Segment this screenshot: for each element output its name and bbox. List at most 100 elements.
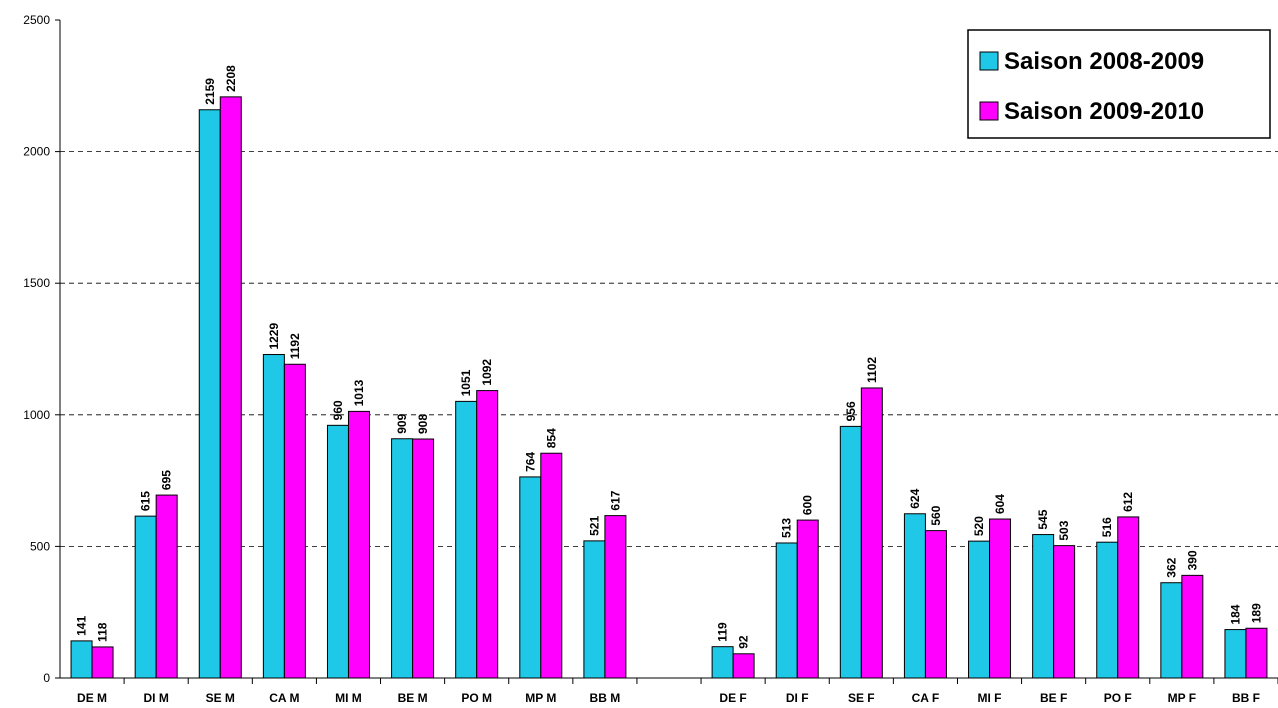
value-label: 189 bbox=[1249, 603, 1263, 623]
legend-swatch bbox=[979, 101, 999, 121]
value-label: 2208 bbox=[224, 65, 238, 92]
bar bbox=[91, 646, 114, 679]
bar bbox=[968, 540, 991, 679]
bar bbox=[476, 390, 499, 679]
value-label: 764 bbox=[523, 452, 537, 472]
value-label: 520 bbox=[972, 516, 986, 536]
bar bbox=[262, 354, 285, 679]
x-tick-label: MI M bbox=[335, 691, 362, 705]
value-label: 521 bbox=[587, 516, 601, 536]
x-tick-label: DI F bbox=[786, 691, 809, 705]
bar bbox=[70, 640, 93, 679]
bar bbox=[860, 387, 883, 679]
legend-label: Saison 2008-2009 bbox=[1004, 48, 1204, 75]
value-label: 1229 bbox=[267, 323, 281, 350]
x-tick-label: BE M bbox=[398, 691, 428, 705]
value-label: 908 bbox=[416, 414, 430, 434]
value-label: 909 bbox=[395, 413, 409, 433]
bar bbox=[924, 530, 947, 679]
legend-box bbox=[967, 29, 1271, 139]
value-label: 362 bbox=[1164, 557, 1178, 577]
value-label: 1013 bbox=[352, 379, 366, 406]
legend-label: Saison 2009-2010 bbox=[1004, 98, 1204, 125]
value-label: 118 bbox=[96, 622, 110, 642]
x-tick-label: MP F bbox=[1168, 691, 1196, 705]
value-label: 513 bbox=[780, 518, 794, 538]
bar bbox=[1117, 516, 1140, 679]
y-tick-label: 0 bbox=[43, 671, 50, 685]
bar bbox=[391, 438, 414, 679]
bar bbox=[283, 363, 306, 679]
bar bbox=[326, 424, 349, 679]
bar bbox=[839, 425, 862, 679]
y-tick-label: 2500 bbox=[23, 13, 50, 27]
x-tick-label: MP M bbox=[525, 691, 556, 705]
value-label: 624 bbox=[908, 488, 922, 508]
value-label: 119 bbox=[716, 622, 730, 642]
bar bbox=[1160, 582, 1183, 679]
bar bbox=[1096, 541, 1119, 679]
value-label: 854 bbox=[544, 428, 558, 448]
bar bbox=[155, 494, 178, 679]
value-label: 1102 bbox=[865, 357, 879, 383]
x-tick-label: SE M bbox=[206, 691, 235, 705]
bar bbox=[732, 653, 755, 679]
x-tick-label: PO F bbox=[1104, 691, 1132, 705]
x-tick-label: CA F bbox=[912, 691, 940, 705]
value-label: 2159 bbox=[203, 78, 217, 105]
x-tick-label: DE F bbox=[719, 691, 746, 705]
y-tick-label: 1500 bbox=[23, 276, 50, 290]
value-label: 184 bbox=[1228, 604, 1242, 624]
value-label: 1192 bbox=[288, 333, 302, 359]
bar bbox=[134, 515, 157, 679]
x-tick-label: DE M bbox=[77, 691, 107, 705]
bar bbox=[796, 519, 819, 679]
x-tick-label: PO M bbox=[461, 691, 492, 705]
value-label: 617 bbox=[608, 490, 622, 510]
bar bbox=[219, 96, 242, 679]
legend-swatch bbox=[979, 51, 999, 71]
value-label: 1092 bbox=[480, 359, 494, 386]
x-tick-label: SE F bbox=[848, 691, 875, 705]
bar bbox=[540, 452, 563, 679]
bar bbox=[604, 515, 627, 679]
x-tick-label: BB F bbox=[1232, 691, 1260, 705]
value-label: 516 bbox=[1100, 517, 1114, 537]
bar bbox=[347, 410, 370, 679]
bar bbox=[519, 476, 542, 679]
x-tick-label: DI M bbox=[143, 691, 168, 705]
bar bbox=[412, 438, 435, 679]
bar bbox=[1245, 627, 1268, 679]
value-label: 1051 bbox=[459, 369, 473, 396]
value-label: 960 bbox=[331, 400, 345, 420]
bar bbox=[583, 540, 606, 679]
x-tick-label: BB M bbox=[590, 691, 621, 705]
y-tick-label: 1000 bbox=[23, 408, 50, 422]
bar bbox=[903, 513, 926, 679]
value-label: 612 bbox=[1121, 492, 1135, 512]
value-label: 615 bbox=[139, 491, 153, 511]
value-label: 604 bbox=[993, 494, 1007, 514]
y-tick-label: 500 bbox=[30, 539, 50, 553]
y-tick-label: 2000 bbox=[23, 145, 50, 159]
value-label: 503 bbox=[1057, 520, 1071, 540]
bar bbox=[1224, 629, 1247, 679]
bar bbox=[1181, 574, 1204, 679]
bar bbox=[1032, 534, 1055, 679]
value-label: 545 bbox=[1036, 509, 1050, 529]
bar bbox=[989, 518, 1012, 679]
bar bbox=[198, 109, 221, 679]
value-label: 141 bbox=[75, 616, 89, 636]
bar bbox=[775, 542, 798, 679]
value-label: 956 bbox=[844, 401, 858, 421]
bar bbox=[455, 400, 478, 679]
value-label: 390 bbox=[1185, 550, 1199, 570]
value-label: 560 bbox=[929, 505, 943, 525]
value-label: 600 bbox=[801, 495, 815, 515]
x-tick-label: BE F bbox=[1040, 691, 1067, 705]
bar bbox=[711, 646, 734, 679]
bar bbox=[1053, 545, 1076, 679]
value-label: 92 bbox=[737, 635, 751, 649]
value-label: 695 bbox=[160, 470, 174, 490]
